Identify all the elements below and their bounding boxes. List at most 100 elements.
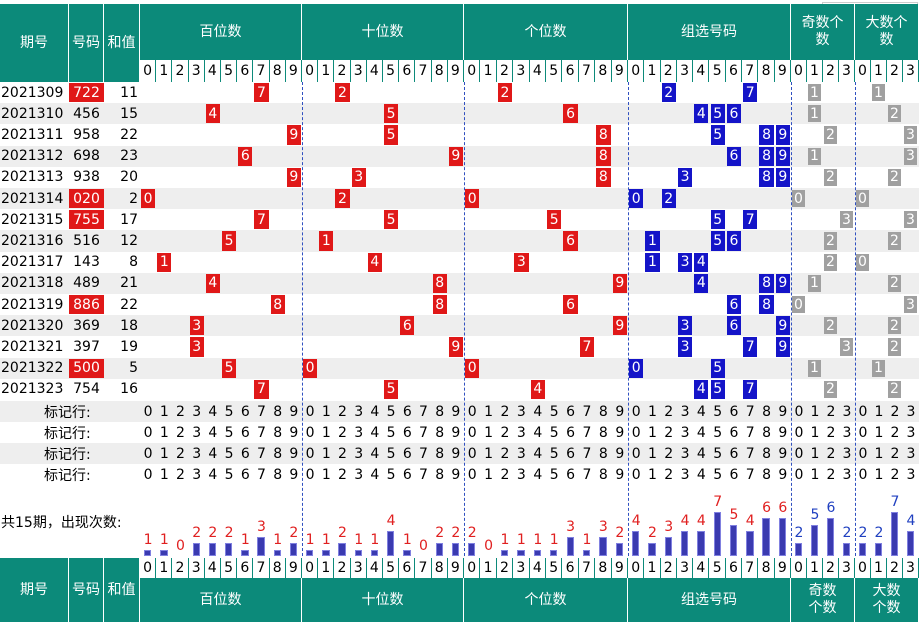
mark-digit[interactable]: 8	[435, 424, 445, 441]
mark-digit[interactable]: 7	[745, 466, 755, 483]
mark-digit[interactable]: 5	[549, 466, 559, 483]
mark-digit[interactable]: 2	[338, 424, 347, 441]
mark-digit[interactable]: 5	[549, 424, 559, 441]
mark-digit[interactable]: 3	[906, 466, 916, 483]
mark-digit[interactable]: 0	[794, 424, 804, 441]
mark-digit[interactable]: 0	[631, 445, 641, 462]
mark-digit[interactable]: 3	[354, 445, 364, 462]
mark-digit[interactable]: 1	[874, 424, 884, 441]
mark-digit[interactable]: 3	[906, 424, 916, 441]
mark-digit[interactable]: 0	[631, 403, 641, 420]
mark-digit[interactable]: 5	[713, 403, 723, 420]
mark-row[interactable]	[0, 464, 919, 485]
mark-digit[interactable]: 6	[240, 445, 250, 462]
mark-digit[interactable]: 4	[370, 424, 380, 441]
mark-digit[interactable]: 5	[386, 445, 396, 462]
mark-digit[interactable]: 3	[354, 403, 364, 420]
mark-digit[interactable]: 7	[257, 403, 266, 420]
mark-digit[interactable]: 2	[826, 445, 836, 462]
mark-digit[interactable]: 0	[305, 403, 315, 420]
mark-digit[interactable]: 7	[582, 424, 592, 441]
mark-row[interactable]	[0, 443, 919, 464]
mark-digit[interactable]: 1	[874, 445, 884, 462]
mark-digit[interactable]: 4	[696, 403, 706, 420]
mark-digit[interactable]: 9	[289, 403, 299, 420]
mark-digit[interactable]: 2	[826, 403, 836, 420]
mark-digit[interactable]: 8	[435, 466, 445, 483]
mark-digit[interactable]: 3	[516, 403, 526, 420]
mark-digit[interactable]: 6	[566, 445, 576, 462]
mark-digit[interactable]: 0	[858, 466, 868, 483]
mark-digit[interactable]: 6	[240, 403, 250, 420]
mark-digit[interactable]: 3	[516, 445, 526, 462]
mark-digit[interactable]: 1	[321, 403, 331, 420]
mark-digit[interactable]: 7	[582, 403, 592, 420]
mark-digit[interactable]: 6	[240, 466, 250, 483]
mark-digit[interactable]: 2	[176, 424, 185, 441]
mark-digit[interactable]: 7	[745, 403, 755, 420]
mark-digit[interactable]: 6	[729, 466, 739, 483]
mark-digit[interactable]: 1	[159, 403, 169, 420]
mark-digit[interactable]: 2	[176, 445, 185, 462]
mark-digit[interactable]: 2	[890, 424, 900, 441]
mark-digit[interactable]: 3	[192, 424, 202, 441]
mark-digit[interactable]: 1	[647, 403, 657, 420]
mark-digit[interactable]: 9	[451, 466, 461, 483]
mark-digit[interactable]: 3	[842, 424, 852, 441]
mark-digit[interactable]: 9	[778, 424, 788, 441]
mark-digit[interactable]: 3	[680, 403, 690, 420]
mark-digit[interactable]: 3	[192, 403, 202, 420]
mark-digit[interactable]: 1	[484, 403, 494, 420]
mark-digit[interactable]: 4	[533, 445, 543, 462]
mark-digit[interactable]: 3	[680, 445, 690, 462]
mark-digit[interactable]: 9	[451, 445, 461, 462]
mark-digit[interactable]: 2	[338, 403, 347, 420]
mark-digit[interactable]: 7	[582, 466, 592, 483]
mark-digit[interactable]: 5	[224, 403, 234, 420]
mark-digit[interactable]: 9	[778, 445, 788, 462]
mark-digit[interactable]: 1	[484, 445, 494, 462]
mark-digit[interactable]: 6	[566, 466, 576, 483]
mark-digit[interactable]: 7	[419, 424, 428, 441]
mark-digit[interactable]: 2	[338, 445, 347, 462]
mark-digit[interactable]: 5	[224, 445, 234, 462]
mark-digit[interactable]: 3	[516, 424, 526, 441]
mark-digit[interactable]: 1	[647, 445, 657, 462]
mark-digit[interactable]: 1	[321, 424, 331, 441]
mark-digit[interactable]: 4	[696, 424, 706, 441]
mark-row[interactable]	[0, 401, 919, 422]
mark-digit[interactable]: 7	[419, 445, 428, 462]
mark-row[interactable]	[0, 422, 919, 443]
mark-digit[interactable]: 8	[598, 403, 608, 420]
mark-digit[interactable]: 9	[451, 424, 461, 441]
mark-digit[interactable]: 2	[664, 466, 674, 483]
mark-digit[interactable]: 4	[533, 424, 543, 441]
mark-digit[interactable]: 0	[794, 466, 804, 483]
mark-digit[interactable]: 4	[208, 424, 218, 441]
mark-digit[interactable]: 8	[762, 403, 771, 420]
mark-digit[interactable]: 7	[257, 424, 266, 441]
mark-digit[interactable]: 3	[842, 445, 852, 462]
mark-digit[interactable]: 5	[549, 403, 559, 420]
mark-digit[interactable]: 5	[713, 445, 723, 462]
mark-digit[interactable]: 3	[842, 403, 852, 420]
mark-digit[interactable]: 1	[810, 445, 820, 462]
mark-digit[interactable]: 5	[713, 424, 723, 441]
mark-digit[interactable]: 1	[484, 466, 494, 483]
mark-digit[interactable]: 2	[890, 403, 900, 420]
mark-digit[interactable]: 7	[745, 445, 755, 462]
mark-digit[interactable]: 5	[386, 424, 396, 441]
mark-digit[interactable]: 2	[890, 466, 900, 483]
mark-digit[interactable]: 4	[370, 445, 380, 462]
mark-digit[interactable]: 2	[500, 424, 510, 441]
mark-digit[interactable]: 1	[484, 424, 494, 441]
mark-digit[interactable]: 7	[257, 445, 266, 462]
mark-digit[interactable]: 0	[143, 445, 153, 462]
mark-digit[interactable]: 0	[467, 403, 477, 420]
mark-digit[interactable]: 1	[810, 403, 820, 420]
mark-digit[interactable]: 9	[615, 445, 625, 462]
mark-digit[interactable]: 6	[402, 403, 412, 420]
mark-digit[interactable]: 4	[370, 403, 380, 420]
mark-digit[interactable]: 1	[159, 445, 169, 462]
mark-digit[interactable]: 8	[762, 445, 771, 462]
